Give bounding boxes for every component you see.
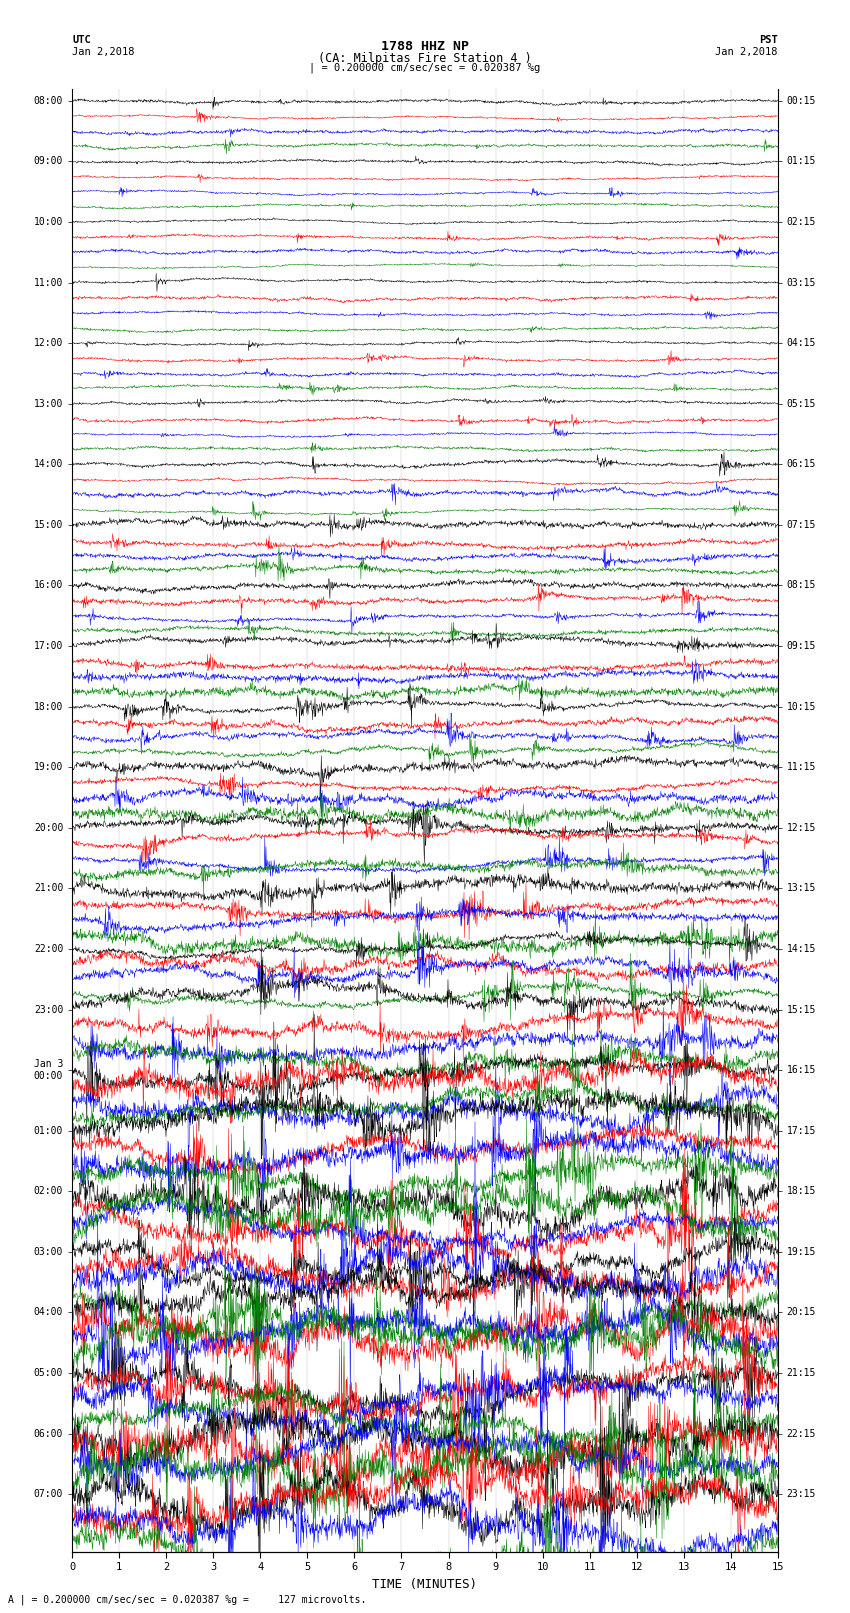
Text: A | = 0.200000 cm/sec/sec = 0.020387 %g =     127 microvolts.: A | = 0.200000 cm/sec/sec = 0.020387 %g … bbox=[8, 1594, 367, 1605]
Text: Jan 2,2018: Jan 2,2018 bbox=[715, 47, 778, 56]
X-axis label: TIME (MINUTES): TIME (MINUTES) bbox=[372, 1578, 478, 1590]
Text: 1788 HHZ NP: 1788 HHZ NP bbox=[381, 40, 469, 53]
Text: | = 0.200000 cm/sec/sec = 0.020387 %g: | = 0.200000 cm/sec/sec = 0.020387 %g bbox=[309, 63, 541, 74]
Text: (CA: Milpitas Fire Station 4 ): (CA: Milpitas Fire Station 4 ) bbox=[318, 52, 532, 65]
Text: Jan 2,2018: Jan 2,2018 bbox=[72, 47, 135, 56]
Text: UTC: UTC bbox=[72, 35, 91, 45]
Text: PST: PST bbox=[759, 35, 778, 45]
